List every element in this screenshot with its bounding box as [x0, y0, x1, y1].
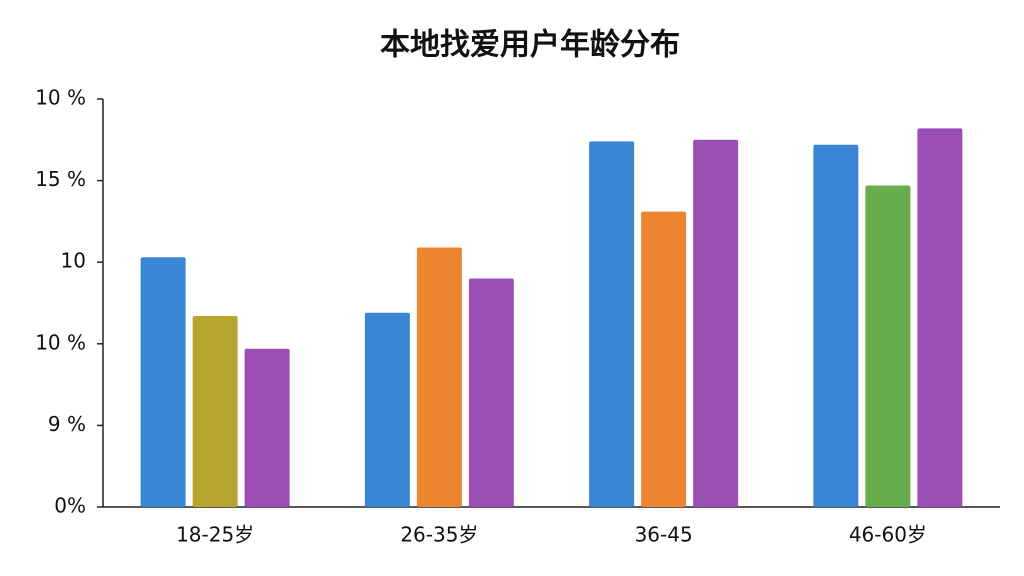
- bar: [416, 247, 462, 507]
- x-tick-label: 26-35岁: [400, 523, 478, 547]
- x-tick-label: 36-45: [635, 523, 693, 547]
- bar: [865, 185, 911, 507]
- y-tick-label: 15 %: [35, 167, 86, 191]
- x-tick-label: 46-60岁: [849, 523, 927, 547]
- y-tick-label: 9 %: [48, 412, 86, 436]
- bar: [641, 211, 687, 507]
- bar: [589, 141, 635, 507]
- y-tick-label: 10 %: [35, 86, 86, 110]
- bar: [244, 348, 290, 507]
- chart-title: 本地找爱用户年龄分布: [380, 28, 680, 63]
- x-tick-label: 18-25岁: [176, 523, 254, 547]
- bar: [192, 316, 238, 507]
- y-tick-label: 10 %: [35, 330, 86, 354]
- bar: [468, 278, 514, 507]
- y-tick-label: 10: [61, 249, 86, 273]
- bar: [813, 144, 859, 508]
- bar: [364, 312, 410, 507]
- bar: [917, 128, 963, 507]
- bar: [693, 139, 739, 508]
- bar: [140, 257, 186, 507]
- y-tick-label: 0%: [54, 494, 86, 518]
